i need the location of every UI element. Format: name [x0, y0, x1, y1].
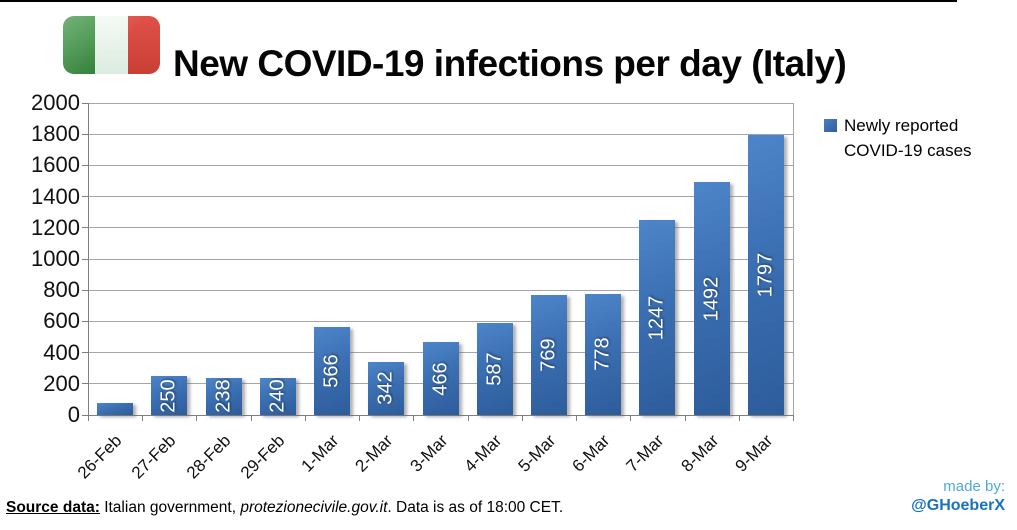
bar-28-Feb: [205, 377, 242, 415]
bar-4-Mar: [476, 323, 513, 415]
y-axis-tick: [82, 414, 88, 416]
y-axis-tick-label: 200: [43, 370, 80, 396]
gridline: [88, 258, 793, 260]
x-axis-tick: [196, 415, 198, 421]
credit-block: made by: @GHoeberX: [911, 477, 1005, 515]
bar-value-label: 1492: [700, 276, 723, 321]
y-axis-tick-label: 0: [67, 402, 80, 427]
italy-flag-icon: [63, 16, 160, 74]
credit-twitter-handle: @GHoeberX: [911, 497, 1005, 514]
gridline: [88, 102, 793, 104]
x-axis-tick: [793, 415, 794, 421]
top-border-line: [0, 0, 957, 2]
y-axis-tick: [82, 164, 88, 166]
x-axis-tick: [521, 415, 523, 421]
bar-value-label: 240: [266, 379, 289, 413]
gridline: [88, 164, 793, 166]
x-axis-line: [88, 415, 794, 416]
bar-value-label: 342: [374, 371, 397, 405]
y-axis-tick: [82, 352, 88, 354]
y-axis-tick-label: 400: [43, 339, 80, 365]
bar-value-label: 778: [591, 337, 614, 371]
source-label: Source data:: [6, 499, 100, 516]
x-axis-tick: [576, 415, 578, 421]
bar-26-Feb: [97, 402, 134, 415]
y-axis-tick-label: 1000: [31, 246, 80, 271]
y-axis-tick-label: 800: [43, 277, 80, 303]
bar-value-label: 250: [157, 378, 180, 413]
y-axis-tick: [82, 133, 88, 135]
flag-green-stripe: [63, 16, 96, 74]
bar-value-label: 587: [483, 352, 506, 386]
y-axis-tick-label: 2000: [31, 90, 80, 115]
legend-color-swatch: [824, 119, 837, 132]
bar-7-Mar: [639, 220, 676, 415]
y-axis-tick-label: 1600: [31, 152, 80, 178]
bar-1-Mar: [314, 326, 351, 415]
y-axis-tick: [82, 102, 88, 104]
x-axis-tick: [630, 415, 632, 421]
y-axis-tick: [82, 383, 88, 385]
source-text-2: . Data is as of 18:00 CET.: [387, 499, 564, 516]
x-axis-tick: [142, 415, 144, 421]
bar-value-label: 769: [537, 338, 560, 372]
gridline: [88, 227, 793, 229]
gridline: [88, 320, 793, 322]
source-data-note: Source data: Italian government, protezi…: [6, 499, 563, 517]
y-axis-tick-label: 1800: [31, 121, 80, 147]
x-axis-tick: [413, 415, 415, 421]
legend-label: Newly reported COVID-19 cases: [844, 113, 972, 163]
flag-sheen: [63, 16, 160, 74]
x-axis-tick: [88, 415, 89, 421]
flag-red-stripe: [127, 16, 160, 74]
x-axis-tick: [738, 415, 740, 421]
x-axis-tick: [304, 415, 306, 421]
bar-6-Mar: [585, 293, 622, 415]
y-axis-tick-label: 1400: [31, 183, 80, 209]
chart-legend: Newly reported COVID-19 cases: [824, 113, 972, 163]
chart-title: New COVID-19 infections per day (Italy): [173, 42, 847, 84]
bar-3-Mar: [422, 342, 459, 415]
flag-white-stripe: [95, 16, 128, 74]
bar-9-Mar: [747, 134, 784, 415]
y-axis-tick-label: 1200: [31, 214, 80, 240]
source-website: protezionecivile.gov.it: [240, 499, 388, 516]
gridline: [88, 289, 793, 291]
gridline: [88, 196, 793, 198]
y-axis-tick: [82, 258, 88, 260]
bar-value-label: 1797: [754, 252, 777, 298]
bar-value-label: 466: [429, 361, 451, 396]
legend-label-line2: COVID-19 cases: [844, 141, 972, 160]
plot-right-border: [793, 103, 794, 415]
credit-made-by: made by:: [943, 478, 1005, 495]
x-axis-tick: [359, 415, 361, 421]
x-axis-tick: [467, 415, 469, 421]
bar-value-label: 566: [320, 354, 343, 388]
y-axis-tick-label: 600: [43, 308, 80, 334]
bar-value-label: 238: [212, 379, 235, 414]
y-axis-tick: [82, 289, 88, 291]
bar-27-Feb: [151, 376, 188, 415]
bar-5-Mar: [530, 295, 567, 415]
x-axis-tick: [250, 415, 252, 421]
source-text-1: Italian government,: [99, 499, 241, 516]
y-axis-tick: [82, 227, 88, 229]
bar-value-label: 1247: [645, 295, 668, 340]
legend-label-line1: Newly reported: [844, 116, 959, 135]
bar-8-Mar: [693, 182, 730, 415]
bar-2-Mar: [368, 361, 405, 415]
bar-29-Feb: [259, 377, 296, 415]
y-axis-line: [88, 103, 89, 415]
y-axis-tick: [82, 320, 88, 322]
gridline: [88, 133, 793, 135]
x-axis-tick: [684, 415, 686, 421]
y-axis-tick: [82, 196, 88, 198]
